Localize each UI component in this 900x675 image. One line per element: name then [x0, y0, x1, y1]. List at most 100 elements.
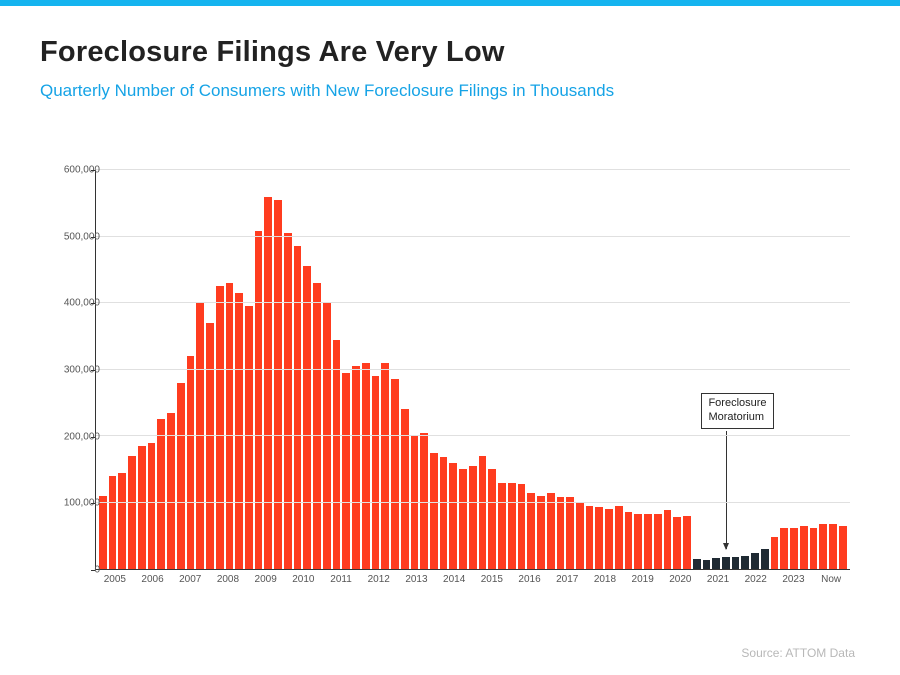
bar — [741, 556, 749, 569]
x-tick-label: 2010 — [292, 574, 314, 585]
plot-area: 2005200620072008200920102011201220132014… — [95, 170, 850, 570]
y-tick-mark — [91, 437, 95, 438]
x-tick-label: 2018 — [594, 574, 616, 585]
bar — [829, 524, 837, 569]
x-tick-label: 2020 — [669, 574, 691, 585]
annotation-line1: Foreclosure — [708, 397, 766, 409]
bar — [780, 528, 788, 569]
x-tick-label: 2005 — [104, 574, 126, 585]
bar — [430, 453, 438, 569]
gridline — [96, 502, 850, 503]
bar — [303, 266, 311, 569]
bar — [819, 524, 827, 569]
bar — [683, 516, 691, 569]
bar — [459, 469, 467, 569]
bar — [352, 366, 360, 569]
gridline — [96, 369, 850, 370]
bar — [664, 510, 672, 569]
x-tick-label: 2009 — [255, 574, 277, 585]
annotation-line2: Moratorium — [708, 411, 764, 423]
bar — [206, 323, 214, 569]
x-tick-label: 2012 — [368, 574, 390, 585]
y-tick-mark — [91, 237, 95, 238]
bar — [226, 283, 234, 569]
gridline — [96, 302, 850, 303]
bar — [751, 553, 759, 569]
bar — [391, 379, 399, 569]
bar — [605, 509, 613, 569]
bar — [732, 557, 740, 569]
x-tick-label: 2019 — [632, 574, 654, 585]
bar — [362, 363, 370, 569]
bar — [488, 469, 496, 569]
bar — [216, 286, 224, 569]
y-tick-mark — [91, 170, 95, 171]
x-tick-label: 2023 — [782, 574, 804, 585]
y-tick-mark — [91, 303, 95, 304]
x-tick-label: 2011 — [330, 574, 352, 585]
bar — [157, 419, 165, 569]
x-tick-label: 2017 — [556, 574, 578, 585]
bar — [498, 483, 506, 569]
bar — [790, 528, 798, 569]
bar — [449, 463, 457, 569]
bar — [479, 456, 487, 569]
bar — [313, 283, 321, 569]
bar — [294, 246, 302, 569]
bar — [372, 376, 380, 569]
bar — [634, 514, 642, 569]
x-tick-label: 2021 — [707, 574, 729, 585]
bar — [187, 356, 195, 569]
bar — [401, 409, 409, 569]
source-label: Source: ATTOM Data — [741, 646, 855, 660]
bar — [712, 558, 720, 569]
bar — [576, 503, 584, 569]
bar — [654, 514, 662, 569]
bar — [284, 233, 292, 569]
bar — [771, 537, 779, 569]
annotation-box: Foreclosure Moratorium — [701, 393, 773, 429]
bar — [673, 517, 681, 569]
bar — [625, 512, 633, 569]
x-tick-label: 2006 — [141, 574, 163, 585]
chart-subtitle: Quarterly Number of Consumers with New F… — [40, 81, 860, 101]
bar — [644, 514, 652, 569]
bar — [440, 457, 448, 569]
bar — [586, 506, 594, 569]
bar — [138, 446, 146, 569]
x-tick-label: 2015 — [481, 574, 503, 585]
bar — [99, 496, 107, 569]
bar — [148, 443, 156, 569]
bar — [800, 526, 808, 569]
bar — [839, 526, 847, 569]
x-tick-label: 2022 — [745, 574, 767, 585]
bar — [527, 493, 535, 569]
x-tick-label: Now — [821, 574, 841, 585]
bar — [109, 476, 117, 569]
bar — [167, 413, 175, 569]
bar — [118, 473, 126, 569]
x-tick-label: 2007 — [179, 574, 201, 585]
y-tick-mark — [91, 503, 95, 504]
bar — [557, 497, 565, 569]
bar — [722, 557, 730, 569]
y-tick-mark — [91, 570, 95, 571]
bar — [703, 560, 711, 569]
bar — [177, 383, 185, 569]
x-axis-labels: 2005200620072008200920102011201220132014… — [96, 569, 850, 589]
bar — [245, 306, 253, 569]
gridline — [96, 169, 850, 170]
gridline — [96, 236, 850, 237]
header-block: Foreclosure Filings Are Very Low Quarter… — [0, 6, 900, 111]
chart: 2005200620072008200920102011201220132014… — [40, 150, 860, 610]
bar — [615, 506, 623, 569]
x-tick-label: 2013 — [405, 574, 427, 585]
bar — [333, 340, 341, 569]
bar — [537, 496, 545, 569]
bar — [274, 200, 282, 569]
x-tick-label: 2008 — [217, 574, 239, 585]
bar — [761, 549, 769, 569]
bar — [235, 293, 243, 569]
bar — [469, 466, 477, 569]
bar — [381, 363, 389, 569]
